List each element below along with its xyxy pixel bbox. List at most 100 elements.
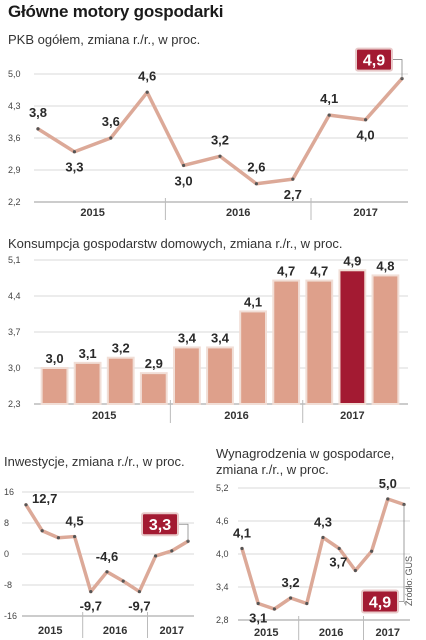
pkb-data-point (254, 182, 258, 186)
pkb-highlight-badge (355, 47, 393, 72)
wynagrodzenia-year-label: 2015 (254, 627, 278, 639)
investment-line-chart: Inwestycje, zmiana r./r., w proc. 16 8 0 -8 -… (4, 454, 194, 638)
wynagrodzenia-value-label: 4,1 (233, 526, 251, 541)
konsumpcja-bar (239, 310, 267, 405)
inwestycje-y-tick: 16 (4, 487, 14, 497)
konsumpcja-bar-value-label: 3,2 (112, 341, 130, 356)
inwestycje-value-label: -9,7 (128, 599, 150, 614)
inwestycje-value-label: 12,7 (32, 491, 57, 506)
pkb-year-label: 2017 (353, 207, 377, 219)
pkb-value-label: 3,8 (29, 105, 47, 120)
pkb-data-point (364, 118, 368, 122)
konsumpcja-bar-value-label: 4,9 (343, 253, 361, 268)
inwestycje-y-tick: -8 (4, 580, 12, 590)
wynagrodzenia-data-point (240, 546, 244, 551)
wynagrodzenia-value-label: 3,1 (249, 611, 267, 626)
konsumpcja-bar-value-label: 4,1 (244, 294, 262, 309)
inwestycje-data-point (137, 589, 141, 594)
wynagrodzenia-y-tick: 2,8 (216, 615, 229, 625)
wynagrodzenia-value-label: 5,0 (379, 476, 397, 491)
inwestycje-data-point (170, 549, 174, 553)
inwestycje-title: Inwestycje, zmiana r./r., w proc. (4, 454, 185, 469)
inwestycje-y-tick: 8 (4, 518, 9, 528)
inwestycje-highlight-badge (141, 512, 179, 537)
inwestycje-data-point (186, 539, 190, 543)
konsumpcja-y-tick: 3,7 (8, 327, 21, 337)
pkb-y-tick: 4,3 (8, 101, 21, 111)
pkb-value-label: 4,6 (138, 68, 156, 83)
pkb-data-point (109, 136, 113, 140)
pkb-data-point (291, 177, 295, 181)
konsumpcja-bar (305, 279, 334, 406)
inwestycje-y-tick: -16 (4, 611, 17, 621)
wynagrodzenia-data-point (272, 607, 276, 611)
pkb-data-point (72, 150, 76, 154)
inwestycje-data-point (89, 589, 93, 594)
konsumpcja-bar (73, 361, 102, 405)
pkb-y-tick: 2,2 (8, 197, 21, 207)
wynagrodzenia-value-label: 3,2 (282, 575, 300, 590)
konsumpcja-bar (272, 279, 301, 406)
konsumpcja-bar (139, 372, 168, 405)
pkb-data-point (145, 90, 149, 94)
konsumpcja-bar-value-label: 4,7 (277, 264, 295, 279)
pkb-value-label: 3,6 (102, 114, 120, 129)
konsumpcja-y-tick: 2,3 (8, 399, 21, 409)
konsumpcja-y-tick: 3,0 (8, 363, 21, 373)
wynagrodzenia-title-line: Wynagrodzenia w gospodarce, (216, 446, 394, 461)
inwestycje-highlight-leader (178, 523, 189, 542)
wynagrodzenia-data-point (386, 497, 390, 501)
inwestycje-value-label: 4,5 (66, 514, 84, 529)
wynagrodzenia-title-line: zmiana r./r., w proc. (216, 462, 329, 477)
pkb-y-tick: 5,0 (8, 69, 21, 79)
pkb-data-point (36, 127, 40, 131)
inwestycje-highlight-value-label: 3,3 (149, 517, 171, 534)
inwestycje-year-label: 2016 (103, 625, 127, 637)
konsumpcja-title: Konsumpcja gospodarstw domowych, zmiana … (8, 236, 343, 251)
wynagrodzenia-data-point (337, 546, 341, 551)
wynagrodzenia-highlight-leader (398, 504, 405, 602)
source-note: Źródło: GUS (404, 555, 414, 606)
konsumpcja-bar (206, 346, 234, 406)
pkb-value-label: 2,7 (284, 187, 302, 202)
konsumpcja-bar (40, 367, 69, 405)
pkb-value-label: 4,0 (357, 128, 375, 143)
pkb-data-point (182, 163, 186, 168)
pkb-y-tick: 3,6 (8, 133, 21, 143)
konsumpcja-year-label: 2015 (92, 410, 116, 422)
wynagrodzenia-y-tick: 4,6 (216, 516, 229, 526)
konsumpcja-bar-value-label: 3,1 (79, 346, 97, 361)
inwestycje-year-label: 2015 (38, 625, 62, 637)
konsumpcja-bar (338, 269, 367, 405)
pkb-series-line (36, 76, 404, 186)
inwestycje-data-point (56, 536, 61, 540)
wynagrodzenia-data-point (289, 596, 293, 600)
konsumpcja-year-label: 2016 (224, 410, 248, 422)
wynagrodzenia-data-point (370, 549, 374, 553)
konsumpcja-bar-value-label: 4,8 (376, 258, 394, 273)
konsumpcja-bar (173, 346, 201, 406)
wynagrodzenia-data-point (256, 601, 260, 606)
pkb-value-label: 3,2 (211, 132, 229, 147)
wynagrodzenia-highlight-badge (361, 589, 399, 614)
inwestycje-value-label: -9,7 (80, 599, 102, 614)
pkb-year-label: 2016 (226, 207, 250, 219)
pkb-data-point (400, 76, 404, 81)
pkb-value-label: 3,0 (175, 173, 193, 188)
pkb-value-label: 2,6 (247, 160, 265, 175)
wynagrodzenia-data-point (353, 568, 357, 573)
wynagrodzenia-value-label: 3,7 (329, 555, 347, 570)
konsumpcja-bar (106, 356, 135, 405)
inwestycje-data-point (24, 503, 28, 507)
konsumpcja-bar-value-label: 4,7 (310, 264, 328, 279)
wynagrodzenia-data-point (321, 535, 325, 540)
wages-line-chart: Wynagrodzenia w gospodarce,zmiana r./r.,… (216, 446, 410, 640)
inwestycje-data-point (40, 529, 44, 533)
inwestycje-data-point (73, 534, 77, 539)
inwestycje-value-label: -4,6 (96, 549, 118, 564)
inwestycje-year-label: 2017 (160, 625, 184, 637)
consumption-bar-chart: Konsumpcja gospodarstw domowych, zmiana … (8, 236, 408, 423)
wynagrodzenia-y-tick: 3,4 (216, 582, 229, 592)
konsumpcja-year-label: 2017 (340, 410, 364, 422)
inwestycje-y-tick: 0 (4, 549, 9, 559)
